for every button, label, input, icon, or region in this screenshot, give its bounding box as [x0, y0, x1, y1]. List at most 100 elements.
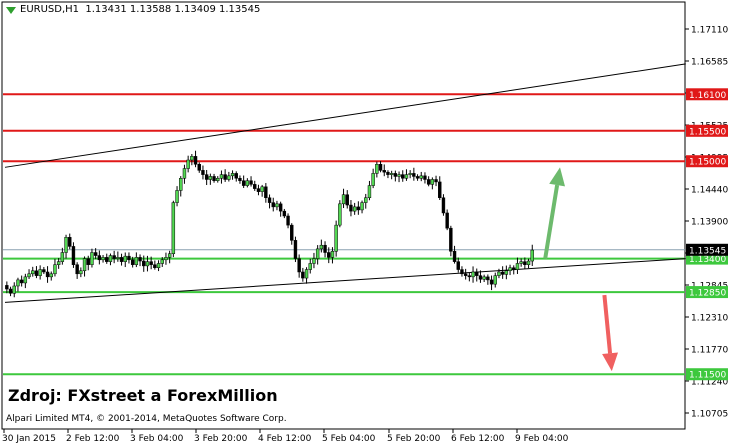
level-label-4: 1.12850: [686, 286, 728, 299]
candle-bear: [434, 179, 438, 183]
candle-bear: [323, 244, 327, 253]
y-tick-label: 1.11770: [691, 346, 728, 356]
y-tick-label: 1.13900: [691, 218, 728, 228]
candle-bear: [456, 261, 460, 270]
candle-bull: [504, 270, 509, 275]
candle-bull: [260, 186, 264, 192]
x-tick-label: 30 Jan 2015: [2, 434, 56, 444]
candle-bull: [16, 279, 20, 287]
candle-bear: [75, 264, 79, 275]
candle-bull: [371, 173, 375, 186]
candle-bear: [297, 258, 301, 273]
candle-bear: [445, 212, 449, 229]
chart-plot-area: [1, 1, 686, 430]
level-label-0-text: 1.16100: [689, 91, 726, 101]
candle-bear: [356, 206, 361, 211]
candle-bull: [419, 175, 423, 179]
candle-bear: [112, 255, 116, 259]
chart-header: EURUSD,H1 1.13431 1.13588 1.13409 1.1354…: [20, 4, 260, 15]
candle-bear: [293, 240, 298, 259]
trendline-0[interactable]: [4, 63, 686, 168]
candle-bull: [182, 168, 187, 179]
candle-bull: [375, 164, 379, 174]
candle-bear: [349, 204, 353, 212]
ohlc-low: 1.13409: [174, 4, 216, 15]
candle-bull: [134, 257, 139, 265]
candle-bull: [123, 255, 127, 262]
current-price-label: 1.13545: [686, 243, 728, 256]
arrow-down[interactable]: [602, 294, 619, 372]
candle-bear: [423, 175, 427, 180]
candle-bull: [156, 263, 161, 268]
candle-bull: [330, 251, 335, 258]
candle-bear: [34, 270, 39, 276]
candle-bear: [290, 224, 294, 241]
time-axis: 30 Jan 2015 2 Feb 12:00 3 Feb 04:00 3 Feb 2…: [2, 429, 569, 444]
candle-bull: [315, 248, 320, 259]
candle-bull: [319, 244, 324, 250]
candle-bear: [5, 285, 9, 290]
trendline-1[interactable]: [4, 258, 686, 303]
candle-bull: [367, 185, 372, 198]
level-label-4-text: 1.12850: [689, 289, 726, 299]
candle-bear: [345, 194, 349, 206]
candle-bull: [352, 206, 357, 212]
arrow-up[interactable]: [543, 167, 566, 259]
x-tick-label: 4 Feb 12:00: [258, 434, 312, 444]
candle-bull: [179, 178, 183, 191]
candle-bull: [186, 159, 190, 169]
candle-bear: [238, 178, 242, 181]
candle-bull: [108, 255, 113, 262]
candle-bull: [482, 276, 486, 280]
candle-bear: [93, 252, 98, 256]
candle-bear: [253, 184, 257, 189]
y-tick-label: 1.10705: [691, 410, 728, 420]
candle-bear: [127, 255, 131, 261]
candle-bull: [60, 252, 65, 262]
symbol-timeframe: EURUSD,H1: [20, 4, 80, 15]
candle-bull: [27, 273, 31, 278]
candle-bear: [382, 170, 386, 173]
candle-bear: [68, 237, 72, 247]
candle-bear: [467, 275, 472, 278]
symbol-dropdown-icon[interactable]: [6, 7, 16, 14]
candle-bear: [460, 269, 464, 275]
x-tick-label: 3 Feb 04:00: [130, 434, 184, 444]
candle-bull: [408, 173, 412, 175]
candle-bull: [53, 264, 57, 275]
candle-bear: [478, 275, 483, 280]
candle-bear: [426, 179, 431, 185]
candle-bull: [312, 258, 316, 264]
candle-bull: [227, 175, 231, 180]
candle-bull: [308, 263, 312, 270]
x-tick-label: 3 Feb 20:00: [194, 434, 248, 444]
candle-bull: [208, 176, 213, 180]
level-label-1-text: 1.15500: [689, 127, 726, 137]
candle-bear: [327, 252, 331, 258]
candle-bear: [234, 173, 238, 179]
level-label-5-text: 1.11500: [689, 371, 726, 381]
candle-bear: [45, 271, 50, 278]
candle-bull: [245, 180, 250, 186]
candle-bull: [530, 249, 534, 262]
candle-bear: [386, 171, 390, 175]
candle-bull: [493, 275, 497, 285]
candle-bear: [438, 181, 442, 198]
candle-bull: [219, 174, 224, 179]
candle-bear: [42, 269, 46, 273]
level-price-labels: 1.16100 1.15500 1.15000 1.13400 1.12850 1.115…: [686, 88, 728, 381]
candle-bull: [12, 285, 16, 294]
x-tick-label: 6 Feb 12:00: [451, 434, 505, 444]
candle-bull: [90, 252, 94, 265]
candle-bull: [82, 258, 87, 272]
level-label-1: 1.15500: [686, 124, 728, 137]
candle-bear: [401, 174, 405, 179]
candle-bear: [286, 215, 290, 226]
candle-bull: [101, 257, 105, 261]
arrow-shaft: [543, 184, 560, 259]
candle-bear: [452, 251, 457, 262]
candle-bull: [364, 197, 368, 203]
candle-bull: [430, 179, 435, 185]
candle-bull: [49, 273, 53, 278]
